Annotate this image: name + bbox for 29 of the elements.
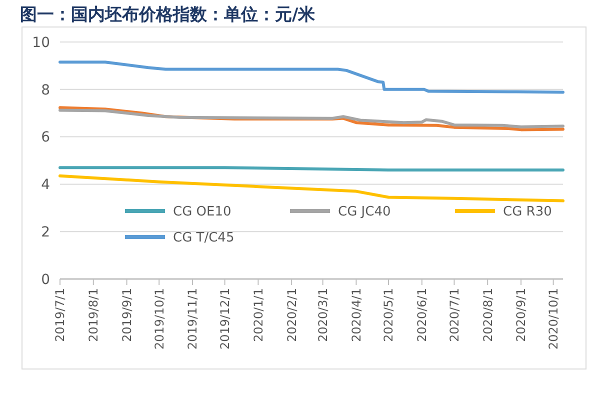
x-tick-label: 2020/9/1 [514, 288, 528, 342]
x-tick-label: 2020/7/1 [447, 288, 462, 342]
x-tick-label: 2020/1/1 [251, 288, 266, 342]
line-series [58, 60, 564, 94]
line-series [58, 174, 564, 202]
x-tick-label: 2019/8/1 [86, 288, 101, 342]
x-tick-label: 2019/7/1 [53, 288, 68, 342]
x-tick-label: 2020/4/1 [349, 288, 364, 342]
legend-label: CG OE10 [173, 204, 232, 220]
chart-title: 图一：国内坯布价格指数：单位：元/米 [20, 5, 316, 25]
y-tick-label: 2 [41, 224, 50, 240]
x-tick-label: 2020/6/1 [415, 288, 430, 342]
x-tick-label: 2020/5/1 [382, 288, 396, 342]
x-tick-label: 2019/10/1 [152, 288, 166, 350]
x-tick-label: 2019/11/1 [186, 288, 200, 350]
x-tick-label: 2020/10/1 [546, 288, 561, 350]
y-tick-label: 0 [41, 272, 50, 288]
y-tick-label: 8 [41, 82, 50, 98]
x-tick-label: 2020/8/1 [480, 288, 495, 342]
y-tick-label: 4 [41, 177, 50, 194]
legend-label: CG T/C45 [173, 230, 234, 246]
x-tick-label: 2020/3/1 [316, 288, 330, 342]
x-tick-label: 2019/12/1 [218, 288, 232, 350]
x-tick-label: 2020/2/1 [284, 288, 299, 342]
legend-label: CG R30 [503, 204, 552, 220]
x-tick-label: 2019/9/1 [120, 288, 134, 342]
y-tick-label: 6 [41, 130, 50, 146]
legend-label: CG JC40 [338, 204, 391, 220]
y-tick-label: 10 [32, 34, 50, 51]
